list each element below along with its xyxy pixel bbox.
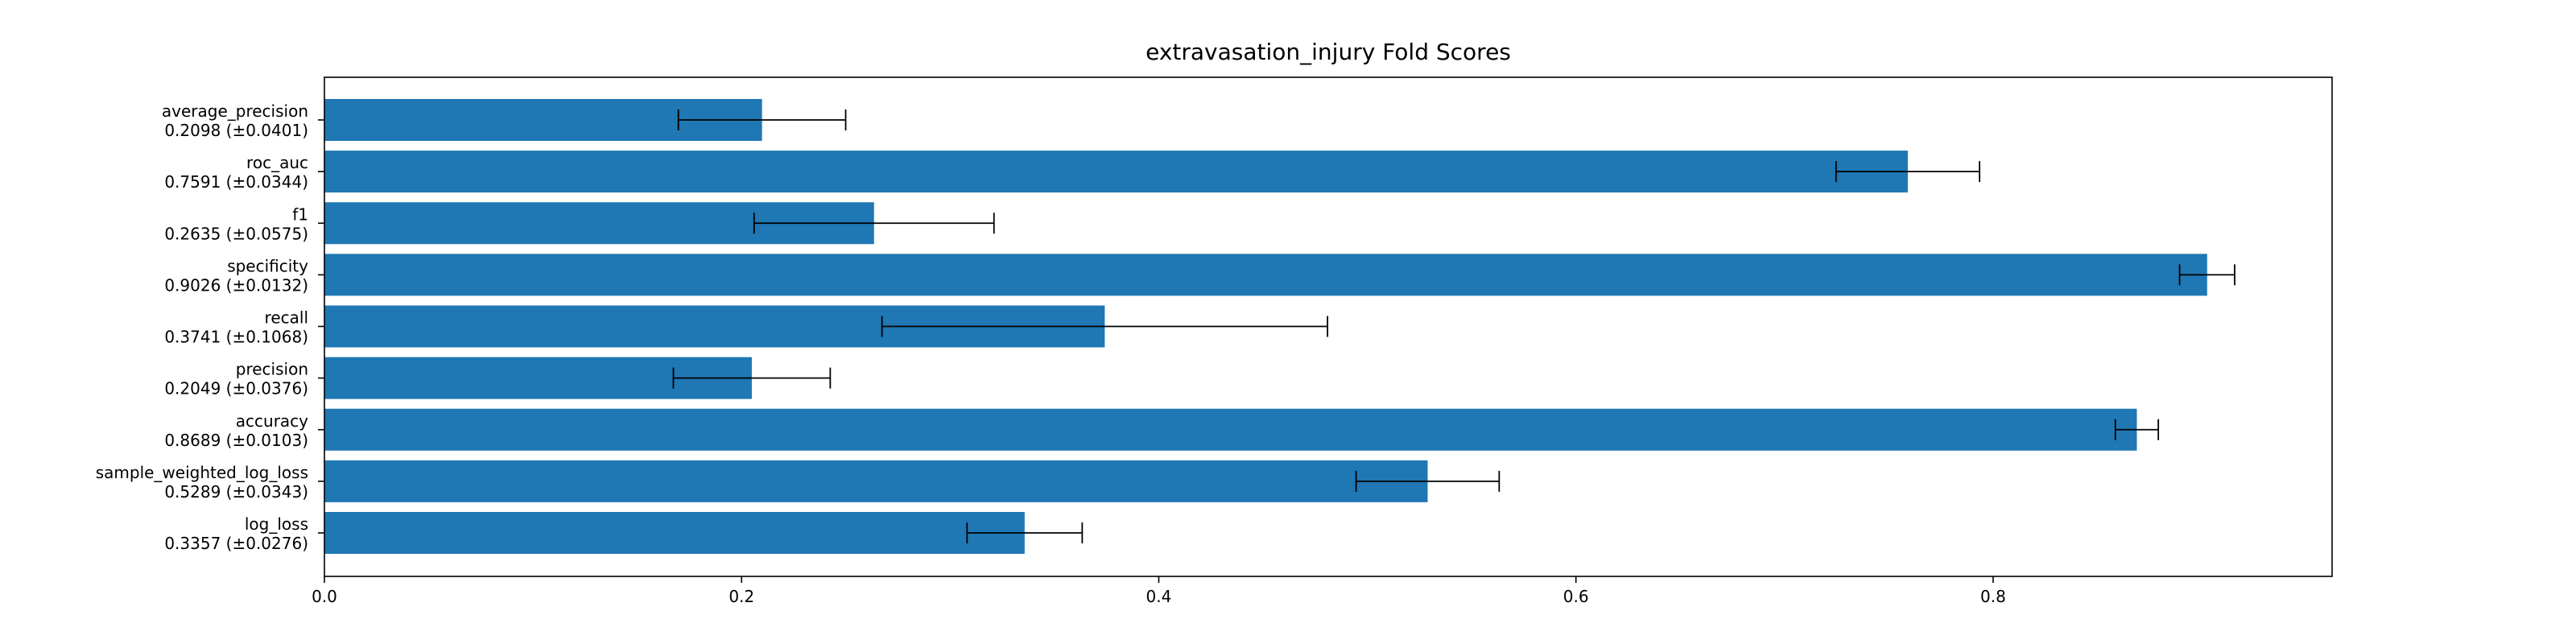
bar-roc-auc <box>324 151 1908 193</box>
errorbar-f1 <box>753 213 995 234</box>
y-label-name-recall: recall <box>265 308 308 328</box>
y-label-value-sample-weighted-log-loss: 0.5289 (±0.0343) <box>164 482 308 502</box>
errorbar-roc-auc <box>1835 161 1980 183</box>
bars-layer <box>324 99 2207 554</box>
y-label-value-accuracy: 0.8689 (±0.0103) <box>164 431 308 450</box>
bar-sample-weighted-log-loss <box>324 460 1428 502</box>
x-tick-label: 0.8 <box>1980 587 2006 606</box>
y-label-value-roc-auc: 0.7591 (±0.0344) <box>164 172 308 192</box>
errorbar-specificity <box>2178 264 2235 286</box>
y-label-name-specificity: specificity <box>227 256 308 275</box>
errorbar-average-precision <box>677 109 847 130</box>
x-tick-label: 0.4 <box>1146 587 1172 606</box>
y-label-name-log-loss: log_loss <box>245 514 308 534</box>
errorbar-precision <box>672 367 832 389</box>
y-label-value-precision: 0.2049 (±0.0376) <box>164 379 308 398</box>
y-label-value-average-precision: 0.2098 (±0.0401) <box>164 121 308 140</box>
x-tick-label: 0.0 <box>312 587 337 606</box>
chart-title: extravasation_injury Fold Scores <box>1146 39 1511 65</box>
y-label-name-f1: f1 <box>292 204 308 224</box>
y-label-name-average-precision: average_precision <box>162 101 308 121</box>
y-label-value-specificity: 0.9026 (±0.0132) <box>164 275 308 295</box>
y-label-value-log-loss: 0.3357 (±0.0276) <box>164 534 308 553</box>
x-axis: 0.0 0.2 0.4 0.6 0.8 <box>312 576 2006 606</box>
errorbar-sample-weighted-log-loss <box>1355 470 1501 492</box>
errorbar-log-loss <box>966 522 1084 543</box>
errorbars-layer <box>672 109 2235 543</box>
x-tick-label: 0.2 <box>729 587 754 606</box>
bar-accuracy <box>324 408 2137 451</box>
x-tick-label: 0.6 <box>1563 587 1589 606</box>
bar-specificity <box>324 254 2207 296</box>
errorbar-recall <box>881 316 1328 337</box>
errorbar-accuracy <box>2114 419 2160 440</box>
y-label-name-roc-auc: roc_auc <box>246 153 308 172</box>
y-label-name-sample-weighted-log-loss: sample_weighted_log_loss <box>96 463 308 482</box>
bar-log-loss <box>324 512 1025 554</box>
y-label-value-recall: 0.3741 (±0.1068) <box>164 328 308 347</box>
y-label-name-accuracy: accuracy <box>236 411 308 431</box>
plot-frame <box>324 76 2333 577</box>
y-label-name-precision: precision <box>236 360 308 379</box>
y-label-value-f1: 0.2635 (±0.0575) <box>164 224 308 243</box>
